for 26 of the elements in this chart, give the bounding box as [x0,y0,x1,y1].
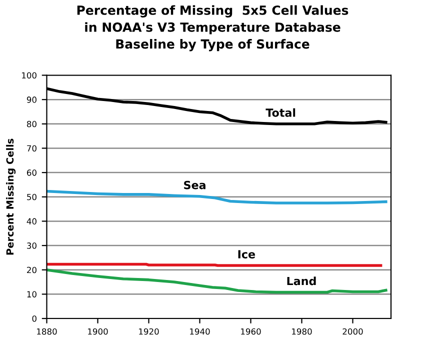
y-axis-title: Percent Missing Cells [6,138,16,255]
y-tick-label: 90 [26,96,36,103]
y-tick-label: 40 [26,218,36,224]
chart-title: Percentage of Missing 5x5 Cell Values in NOAA's V3 Temperature Database Baseline by Type of Surface [77,5,348,52]
y-tick-label: 0 [32,315,36,322]
y-tick-label: 60 [27,170,36,176]
series-label: Sea [184,180,206,190]
x-tick-label: 1980 [292,328,312,335]
series-label: Ice [238,250,256,258]
x-tick-label: 1940 [190,328,210,335]
x-tick-label: 1920 [139,328,159,335]
y-tick-label: 30 [27,242,36,249]
x-tick-label: 2000 [342,328,363,335]
series-label: Land [287,276,316,286]
y-tick-label: 10 [27,291,36,298]
line-series [46,190,388,204]
series-label: Total [266,108,296,117]
y-tick-label: 100 [22,72,36,79]
x-tick-label: 1900 [88,328,108,335]
y-tick-label: 80 [26,120,36,128]
y-tick-label: 50 [27,194,36,200]
x-tick-label: 1960 [241,328,261,335]
y-tick-label: 70 [27,145,36,152]
line-series [46,268,388,294]
y-tick-label: 20 [27,266,36,274]
x-tick-label: 1880 [37,328,57,335]
